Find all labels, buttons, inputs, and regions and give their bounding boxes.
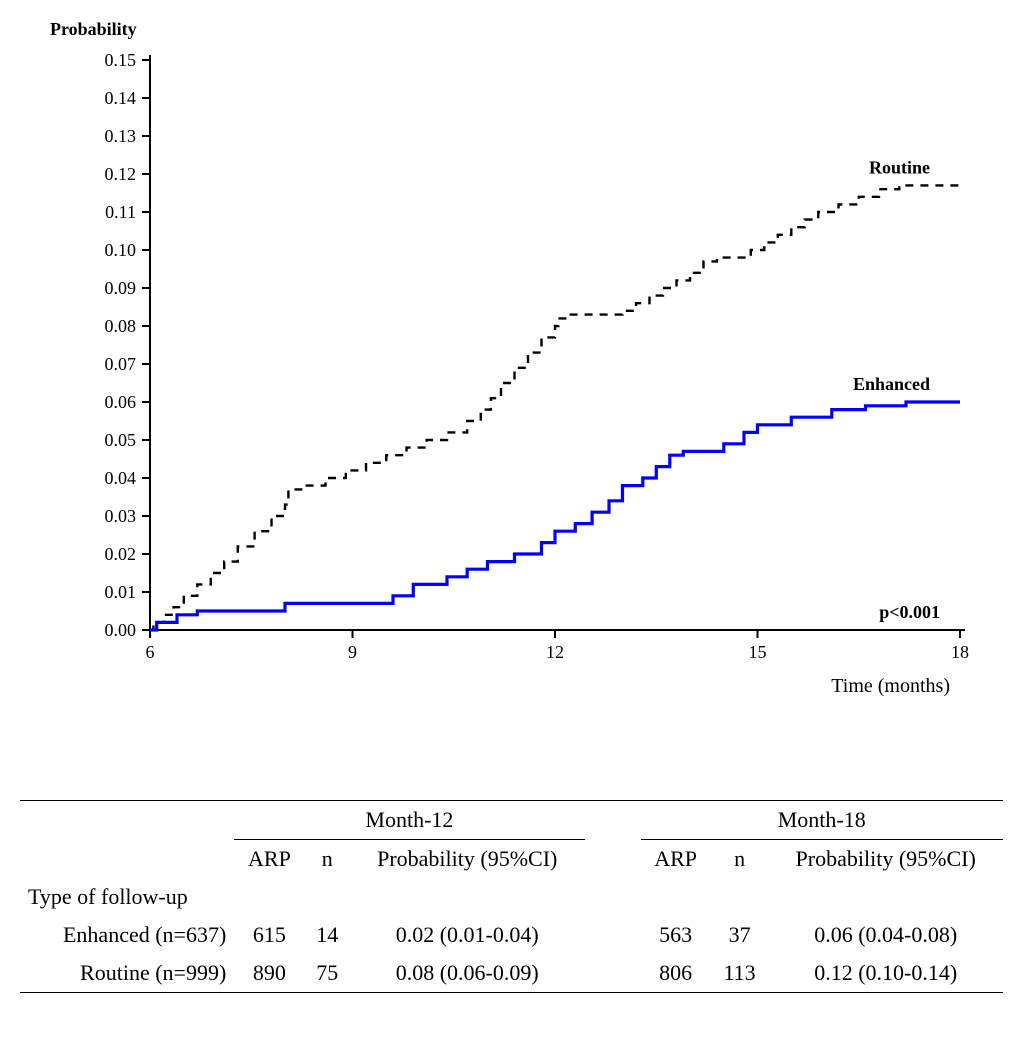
svg-text:12: 12: [546, 642, 564, 662]
svg-text:0.09: 0.09: [105, 278, 137, 298]
cell: 806: [641, 954, 711, 993]
cell: 0.02 (0.01-0.04): [350, 916, 585, 954]
row-header-label: Type of follow-up: [20, 878, 234, 916]
col-arp-2: ARP: [641, 840, 711, 879]
svg-text:0.15: 0.15: [105, 50, 137, 70]
results-table: Month-12 Month-18 ARP n Probability (95%…: [20, 800, 1003, 993]
svg-text:0.14: 0.14: [105, 88, 137, 108]
svg-text:18: 18: [951, 642, 969, 662]
svg-text:0.08: 0.08: [105, 316, 137, 336]
cell: 890: [234, 954, 304, 993]
timepoint-header-1: Month-12: [234, 801, 584, 840]
series-enhanced: [150, 402, 960, 630]
cell: 0.06 (0.04-0.08): [768, 916, 1003, 954]
chart-svg: 0.00 0.01 0.02 0.03 0.04 0.05 0.06 0.07 0.08 0.09…: [30, 10, 990, 730]
svg-text:0.05: 0.05: [105, 430, 137, 450]
y-axis-title: Probability: [50, 19, 137, 39]
probability-chart: 0.00 0.01 0.02 0.03 0.04 0.05 0.06 0.07 0.08 0.09…: [30, 10, 990, 730]
cell: 113: [711, 954, 769, 993]
cell: 615: [234, 916, 304, 954]
svg-text:0.00: 0.00: [105, 620, 137, 640]
col-arp-1: ARP: [234, 840, 304, 879]
svg-text:0.01: 0.01: [105, 582, 137, 602]
col-n-2: n: [711, 840, 769, 879]
series-label-enhanced: Enhanced: [853, 374, 930, 394]
svg-text:15: 15: [749, 642, 767, 662]
series-routine: [150, 185, 960, 630]
series-label-routine: Routine: [869, 157, 930, 177]
p-value-label: p<0.001: [879, 602, 940, 622]
svg-text:0.10: 0.10: [105, 240, 137, 260]
svg-text:0.04: 0.04: [105, 468, 137, 488]
svg-text:0.02: 0.02: [105, 544, 137, 564]
cell: 0.12 (0.10-0.14): [768, 954, 1003, 993]
cell: 14: [305, 916, 350, 954]
svg-text:9: 9: [348, 642, 357, 662]
svg-text:0.11: 0.11: [105, 202, 136, 222]
cell: 37: [711, 916, 769, 954]
col-n-1: n: [305, 840, 350, 879]
cell: 563: [641, 916, 711, 954]
svg-text:6: 6: [146, 642, 155, 662]
svg-text:0.06: 0.06: [105, 392, 137, 412]
timepoint-header-2: Month-18: [641, 801, 1003, 840]
svg-text:0.12: 0.12: [105, 164, 137, 184]
col-prob-2: Probability (95%CI): [768, 840, 1003, 879]
svg-text:0.07: 0.07: [105, 354, 137, 374]
svg-text:0.13: 0.13: [105, 126, 137, 146]
row-label-routine: Routine (n=999): [20, 954, 234, 993]
row-label-enhanced: Enhanced (n=637): [20, 916, 234, 954]
col-prob-1: Probability (95%CI): [350, 840, 585, 879]
svg-text:0.03: 0.03: [105, 506, 137, 526]
cell: 0.08 (0.06-0.09): [350, 954, 585, 993]
cell: 75: [305, 954, 350, 993]
x-axis-title: Time (months): [831, 675, 950, 697]
